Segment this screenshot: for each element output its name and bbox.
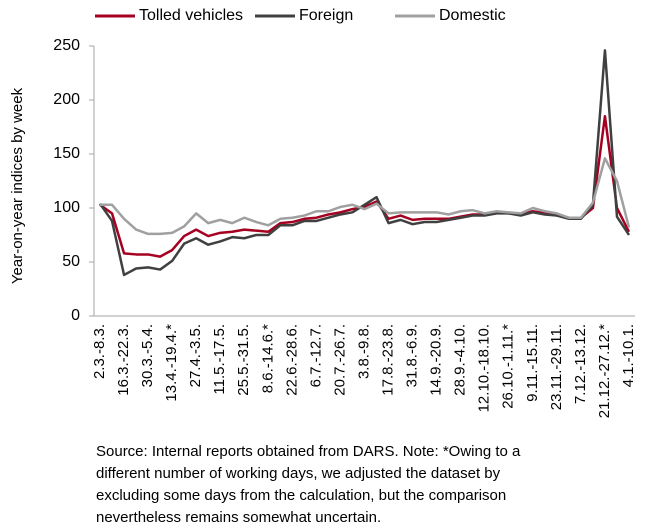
x-tick-label: 31.8.-6.9.: [404, 324, 421, 387]
x-tick-label: 9.11.-15.11.: [524, 324, 541, 402]
series-line: [99, 114, 631, 258]
x-tick-label: 16.3.-22.3.: [115, 324, 132, 396]
x-tick-label: 28.9.-4.10.: [452, 324, 469, 396]
y-axis-label: Year-on-year indices by week: [9, 87, 26, 284]
x-tick-label: 26.10.-1.11.*: [500, 324, 517, 409]
source-note: nevertheless remains somewhat uncertain.: [96, 509, 381, 526]
x-tick-label: 11.5.-17.5.: [211, 324, 228, 395]
y-tick-label: 250: [53, 37, 80, 54]
x-tick-label: 21.12.-27.12.*: [596, 324, 613, 418]
x-tick-label: 2.3.-8.3.: [91, 324, 108, 379]
x-tick-label: 6.7.-12.7.: [307, 324, 324, 387]
x-tick-label: 14.9.-20.9.: [428, 324, 445, 396]
x-tick-label: 7.12.-13.12.: [572, 324, 589, 404]
y-tick-label: 200: [53, 91, 80, 108]
x-tick-label: 25.5.-31.5.: [235, 324, 252, 396]
x-tick-label: 13.4.-19.4.*: [163, 324, 180, 402]
source-note: Source: Internal reports obtained from D…: [96, 443, 521, 460]
x-tick-label: 20.7.-26.7.: [331, 324, 348, 396]
y-tick-label: 100: [53, 199, 80, 216]
legend-label: Domestic: [439, 7, 506, 24]
x-tick-label: 17.8.-23.8.: [380, 324, 397, 396]
series-line: [100, 157, 631, 236]
x-tick-label: 4.1.-10.1.: [620, 324, 637, 387]
source-note: excluding some days from the calculation…: [96, 487, 506, 504]
series-line: [98, 49, 631, 277]
source-note: different number of working days, we adj…: [96, 465, 501, 482]
legend-label: Foreign: [299, 7, 353, 24]
y-tick-label: 150: [53, 145, 80, 162]
x-tick-label: 12.10.-18.10.: [476, 324, 493, 412]
x-tick-label: 3.8.-9.8.: [355, 324, 372, 379]
x-tick-label: 8.6.-14.6.*: [259, 324, 276, 393]
y-tick-label: 50: [62, 253, 80, 270]
x-tick-label: 23.11.-29.11.: [548, 324, 565, 410]
x-tick-label: 30.3.-5.4.: [139, 324, 156, 387]
legend-label: Tolled vehicles: [139, 7, 243, 24]
x-tick-label: 22.6.-28.6.: [283, 324, 300, 396]
y-tick-label: 0: [71, 307, 80, 324]
x-tick-label: 27.4.-3.5.: [187, 324, 204, 387]
